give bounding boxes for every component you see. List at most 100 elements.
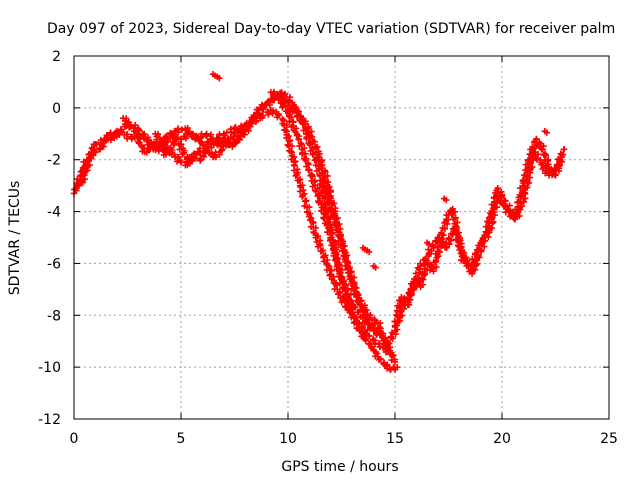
data-point-fill xyxy=(398,312,406,319)
data-point-fill xyxy=(372,348,380,356)
data-point-fill xyxy=(306,203,313,211)
data-point-fill xyxy=(280,92,288,99)
data-point-fill xyxy=(216,75,223,82)
data-point-fill xyxy=(533,155,540,162)
data-point-fill xyxy=(117,127,125,134)
data-point-fill xyxy=(538,161,545,168)
data-point-fill xyxy=(350,274,358,281)
data-point-fill xyxy=(456,243,463,250)
data-point-fill xyxy=(418,275,426,282)
data-point-fill xyxy=(328,267,335,274)
data-point-fill xyxy=(365,332,373,339)
data-point-fill xyxy=(235,133,243,140)
data-point-fill xyxy=(337,241,345,249)
data-point-fill xyxy=(356,298,363,305)
data-point-fill xyxy=(339,247,346,255)
data-point-fill xyxy=(446,236,453,243)
data-point-fill xyxy=(540,151,548,159)
data-point-fill xyxy=(345,295,353,302)
data-point-fill xyxy=(292,157,299,165)
data-point-fill xyxy=(176,146,183,153)
data-point-fill xyxy=(480,243,488,250)
data-point-fill xyxy=(327,271,334,278)
data-point-fill xyxy=(513,209,521,216)
data-point-fill xyxy=(82,167,90,175)
data-point-fill xyxy=(74,182,81,190)
data-point-fill xyxy=(337,274,345,282)
data-point-fill xyxy=(196,145,204,152)
data-point-fill xyxy=(79,173,86,180)
data-point-fill xyxy=(270,94,277,102)
data-point-fill xyxy=(296,142,303,150)
data-point-fill xyxy=(443,196,450,204)
data-point-fill xyxy=(304,160,312,167)
data-point-fill xyxy=(526,160,534,167)
data-point-fill xyxy=(97,145,104,153)
data-point-fill xyxy=(153,136,160,143)
x-axis-label: GPS time / hours xyxy=(281,459,398,475)
data-points xyxy=(70,70,568,373)
data-point xyxy=(391,358,399,366)
data-point-fill xyxy=(324,217,331,225)
y-tick-label: -4 xyxy=(47,205,61,221)
data-point-fill xyxy=(309,144,316,151)
data-point-fill xyxy=(332,215,340,222)
data-point-fill xyxy=(306,141,313,148)
data-point-fill xyxy=(498,192,505,200)
data-point-fill xyxy=(328,275,336,283)
data-point-fill xyxy=(127,123,134,130)
data-point-fill xyxy=(529,163,536,171)
x-tick-label: 0 xyxy=(70,431,79,447)
data-point-fill xyxy=(502,197,509,205)
y-tick-label: -8 xyxy=(47,308,61,324)
data-point xyxy=(242,127,249,135)
data-point-fill xyxy=(527,155,535,162)
data-point xyxy=(393,363,401,371)
data-point-fill xyxy=(344,266,352,274)
data-point-fill xyxy=(295,112,302,119)
data-point-fill xyxy=(472,257,480,264)
data-point-fill xyxy=(161,141,169,148)
data-point-fill xyxy=(345,301,352,308)
data-point-fill xyxy=(302,156,309,164)
data-point-fill xyxy=(350,319,358,327)
data-point-fill xyxy=(453,230,460,237)
data-point-fill xyxy=(264,108,271,116)
data-point-fill xyxy=(450,216,457,223)
data-point-fill xyxy=(386,365,393,373)
data-point-fill xyxy=(143,137,150,144)
data-point-fill xyxy=(301,155,308,162)
data-point-fill xyxy=(543,129,550,136)
data-point-fill xyxy=(86,161,93,169)
data-point-fill xyxy=(508,209,515,217)
data-point-fill xyxy=(391,318,398,325)
data-point xyxy=(558,153,566,161)
data-point xyxy=(342,291,349,298)
data-point-fill xyxy=(218,147,225,154)
data-point-fill xyxy=(436,248,443,256)
data-point-fill xyxy=(521,182,528,190)
data-point-fill xyxy=(299,192,307,199)
data-point-fill xyxy=(335,290,342,298)
data-point-fill xyxy=(307,210,314,217)
data-point-fill xyxy=(155,147,163,155)
data-point xyxy=(385,348,392,355)
data-point-fill xyxy=(437,242,445,250)
data-point-fill xyxy=(453,224,461,231)
data-point-fill xyxy=(243,125,250,132)
data-point-fill xyxy=(163,132,170,140)
data-point-fill xyxy=(144,141,151,149)
data-point-fill xyxy=(376,355,383,363)
data-point-fill xyxy=(230,129,238,137)
data-point-fill xyxy=(329,209,336,216)
data-point-fill xyxy=(305,166,312,174)
data-point-fill xyxy=(302,198,310,205)
data-point-fill xyxy=(387,333,395,340)
x-tick-label: 25 xyxy=(600,431,618,447)
data-point-fill xyxy=(338,236,345,243)
data-point-fill xyxy=(324,178,332,186)
data-point-fill xyxy=(364,326,371,334)
data-point-fill xyxy=(326,228,333,235)
data-point-fill xyxy=(294,132,301,139)
